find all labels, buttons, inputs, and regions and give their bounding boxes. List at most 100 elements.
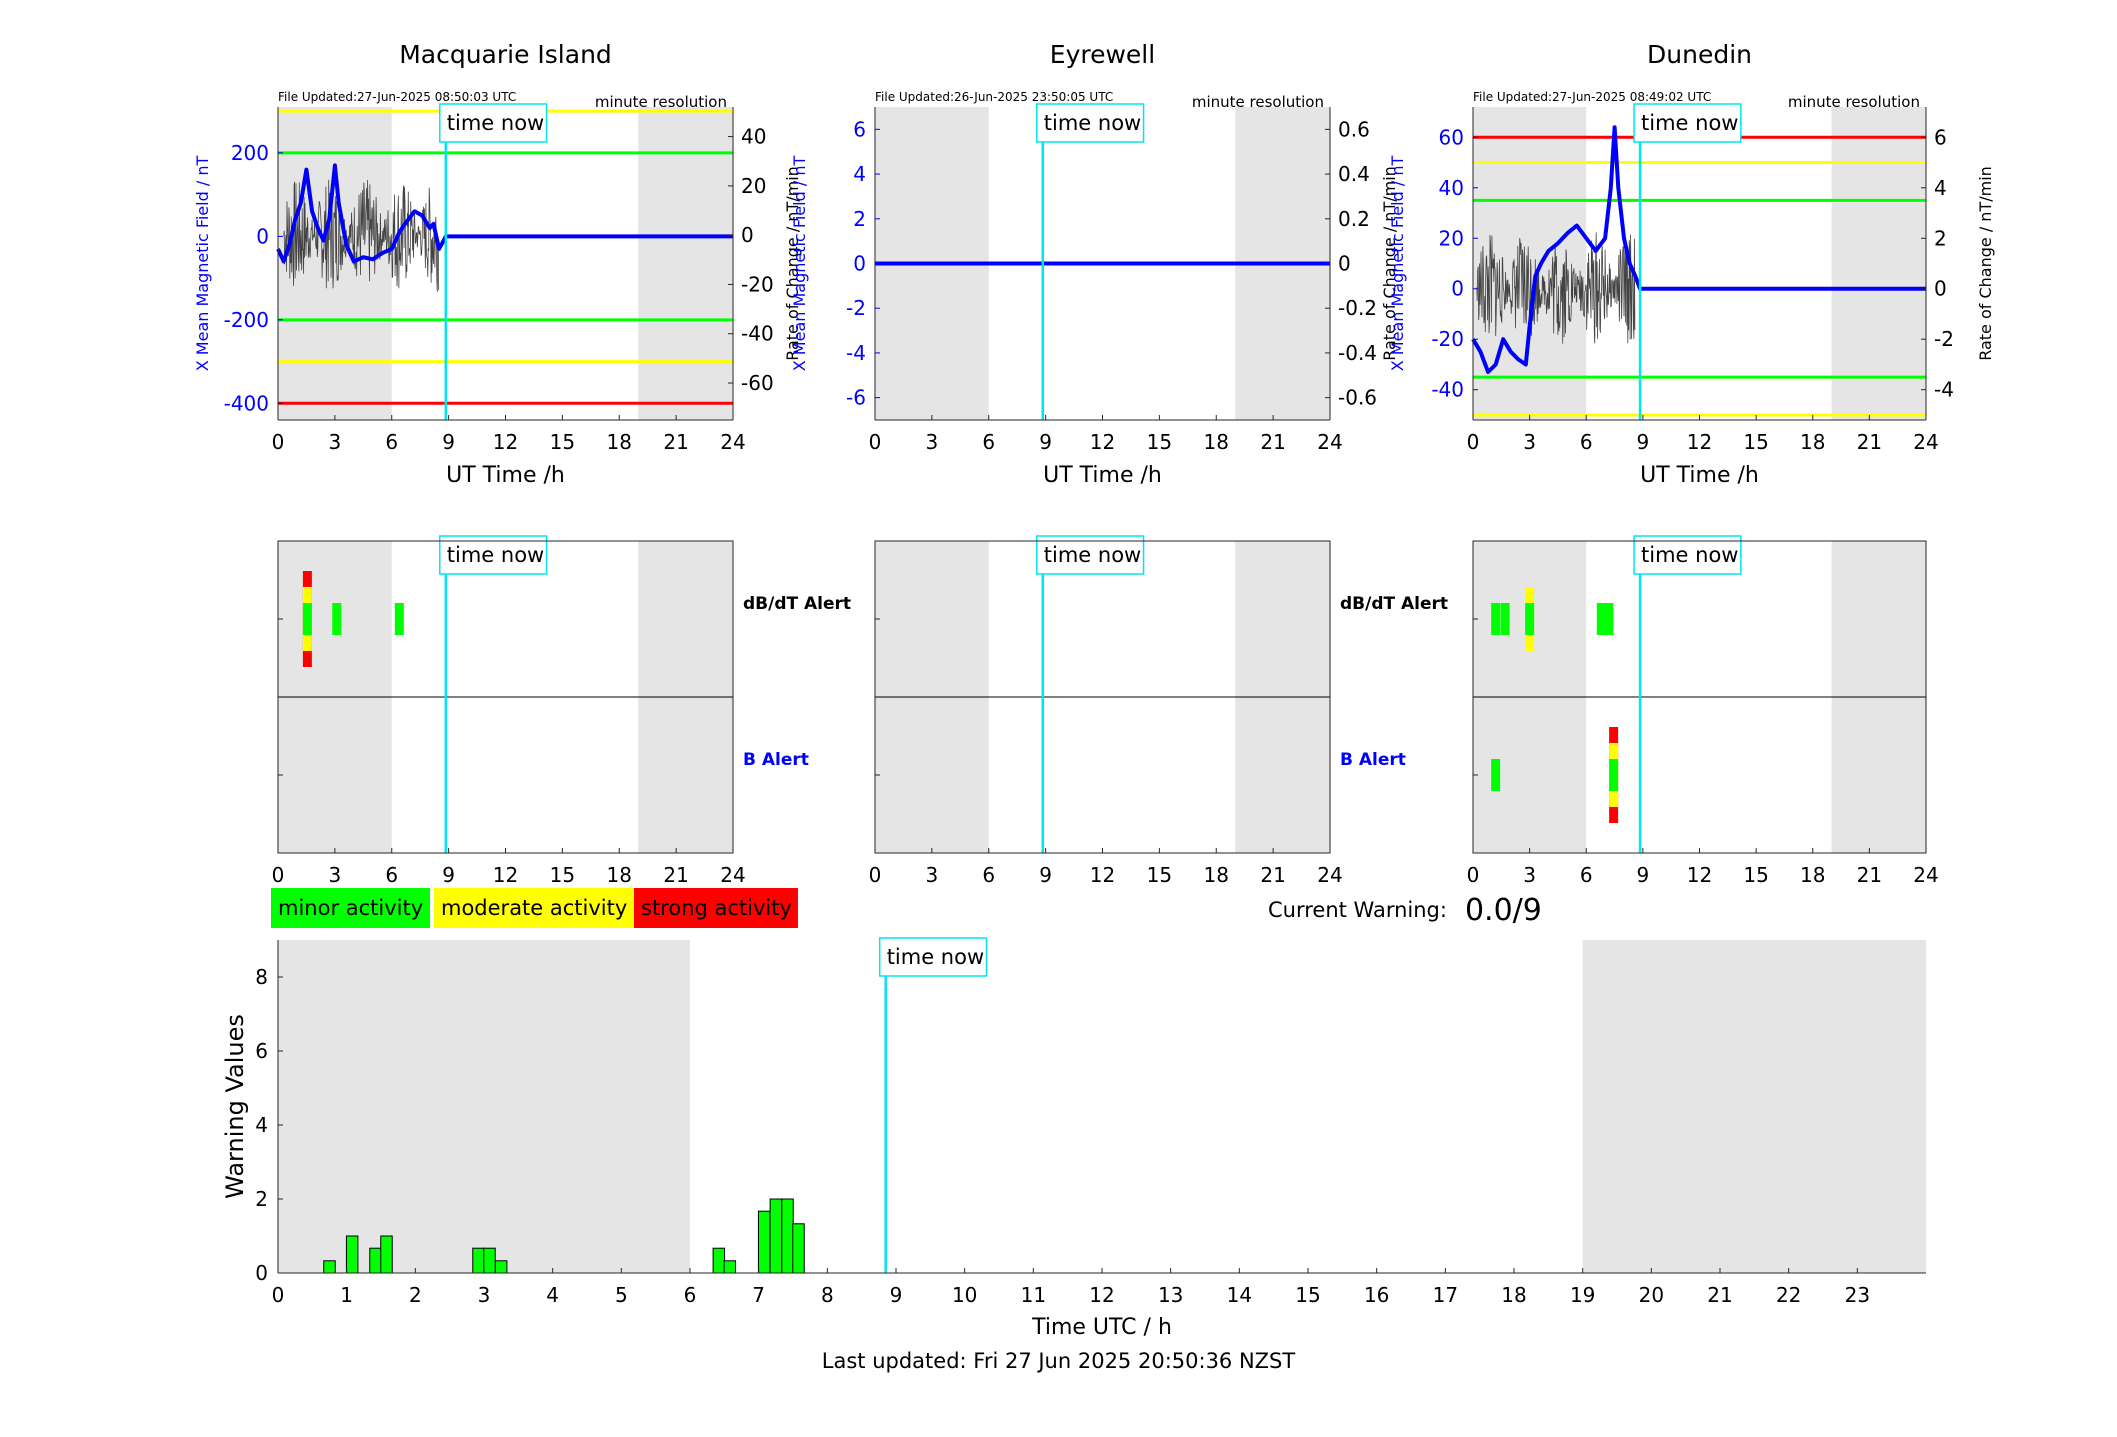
warning-xtick-label-12: 12 xyxy=(1089,1283,1114,1307)
st0-alert-xtick-label-5: 15 xyxy=(550,863,575,887)
st2-xtick-label-3: 9 xyxy=(1637,430,1650,454)
st2-dbdt-alert-4-minor xyxy=(1604,603,1614,635)
current-warning: Current Warning: 0.0/9 xyxy=(1268,890,1542,930)
st1-alert-time-now-box xyxy=(1036,535,1145,575)
st2-alert-xtick-label-5: 15 xyxy=(1743,863,1768,887)
st2-alert-time-now-label: time now xyxy=(1641,543,1738,567)
st1-ltick-label-2: 2 xyxy=(853,207,866,231)
st2-dbdt-alert-2-minor xyxy=(1525,603,1535,635)
st1-alert-xtick-label-0: 0 xyxy=(869,863,882,887)
st0-rtick-label-2: 0 xyxy=(741,223,754,247)
st2-alert-xtick-label-1: 3 xyxy=(1523,863,1536,887)
st1-rtick-label-4: -0.2 xyxy=(1338,296,1377,320)
st1-ltick-label-4: -2 xyxy=(846,296,866,320)
st0-title: Macquarie Island xyxy=(399,40,612,69)
warning-xtick-label-2: 2 xyxy=(409,1283,422,1307)
st0-xtick-label-6: 18 xyxy=(607,430,632,454)
warning-bar-6 xyxy=(494,1260,508,1274)
st2-night-1 xyxy=(1831,107,1926,420)
st2-dbdt-alert-0-minor xyxy=(1491,603,1501,635)
st1-rtick-label-1: 0.4 xyxy=(1338,162,1370,186)
st0-rtick-label-3: -20 xyxy=(741,272,774,296)
st1-xtick-label-1: 3 xyxy=(926,430,939,454)
st2-ltick-label-3: 0 xyxy=(1451,277,1464,301)
st1-right-ylabel: Rate of Change / nT/min xyxy=(1380,166,1399,361)
st0-rtick-label-0: 40 xyxy=(741,125,766,149)
st1-alert-xtick-label-4: 12 xyxy=(1090,863,1115,887)
warning-ytick-label-3: 6 xyxy=(255,1039,268,1063)
warning-ytick-label-2: 4 xyxy=(255,1113,268,1137)
st2-ltick-label-1: 40 xyxy=(1439,176,1464,200)
st0-dbdt-alert-2-minor xyxy=(394,603,404,635)
st2-rtick-label-4: -2 xyxy=(1934,327,1954,351)
warning-xtick-label-19: 19 xyxy=(1570,1283,1595,1307)
st1-xtick-label-5: 15 xyxy=(1147,430,1172,454)
st0-file-updated: File Updated:27-Jun-2025 08:50:03 UTC xyxy=(278,90,516,104)
st0-xtick-label-3: 9 xyxy=(442,430,455,454)
st2-alert-xtick-label-7: 21 xyxy=(1857,863,1882,887)
warning-xtick-label-18: 18 xyxy=(1501,1283,1526,1307)
st0-dbdt-alert-label: dB/dT Alert xyxy=(743,594,851,614)
current-warning-label: Current Warning: xyxy=(1268,898,1447,922)
st2-right-ylabel: Rate of Change / nT/min xyxy=(1976,166,1995,361)
st1-ltick-label-3: 0 xyxy=(853,252,866,276)
st1-xtick-label-0: 0 xyxy=(869,430,882,454)
warning-xtick-label-8: 8 xyxy=(821,1283,834,1307)
st2-rtick-label-3: 0 xyxy=(1934,277,1947,301)
st1-b-alert-label: B Alert xyxy=(1340,750,1406,770)
st1-xtick-label-4: 12 xyxy=(1090,430,1115,454)
st2-alert-xtick-label-2: 6 xyxy=(1580,863,1593,887)
st0-alert-time-now-label: time now xyxy=(447,543,544,567)
st0-ltick-label-2: -200 xyxy=(224,308,269,332)
st2-xtick-label-8: 24 xyxy=(1913,430,1938,454)
warning-xtick-label-15: 15 xyxy=(1295,1283,1320,1307)
st0-xtick-label-4: 12 xyxy=(493,430,518,454)
st2-ltick-label-5: -40 xyxy=(1431,378,1464,402)
st1-xtick-label-6: 18 xyxy=(1204,430,1229,454)
st2-rate-trace xyxy=(1476,232,1636,344)
st1-left-ylabel: X Mean Magnetic Field / nT xyxy=(790,156,809,372)
last-updated: Last updated: Fri 27 Jun 2025 20:50:36 N… xyxy=(821,1349,1296,1373)
warning-xtick-label-17: 17 xyxy=(1433,1283,1458,1307)
st2-xtick-label-1: 3 xyxy=(1523,430,1536,454)
st1-rtick-label-5: -0.4 xyxy=(1338,341,1377,365)
warning-xtick-label-6: 6 xyxy=(684,1283,697,1307)
st1-alert-xtick-label-7: 21 xyxy=(1260,863,1285,887)
st2-alert-xtick-label-0: 0 xyxy=(1467,863,1480,887)
warning-bar-8 xyxy=(723,1260,737,1274)
st0-dbdt-alert-1-minor xyxy=(332,603,342,635)
warning-time-now-box xyxy=(878,937,988,977)
st1-rtick-label-3: 0 xyxy=(1338,252,1351,276)
st0-rtick-label-5: -60 xyxy=(741,371,774,395)
st1-rtick-label-6: -0.6 xyxy=(1338,386,1377,410)
warning-xtick-label-23: 23 xyxy=(1845,1283,1870,1307)
warning-bar-10 xyxy=(769,1198,783,1274)
st2-time-now-label: time now xyxy=(1641,111,1738,135)
legend-minor: minor activity xyxy=(271,888,430,928)
st2-xtick-label-7: 21 xyxy=(1857,430,1882,454)
st0-xtick-label-5: 15 xyxy=(550,430,575,454)
warning-bar-1 xyxy=(345,1235,359,1274)
current-warning-value: 0.0/9 xyxy=(1464,892,1542,928)
st2-title: Dunedin xyxy=(1647,40,1752,69)
warning-xtick-label-11: 11 xyxy=(1021,1283,1046,1307)
st1-title: Eyrewell xyxy=(1050,40,1155,69)
activity-legend: minor activity moderate activity strong … xyxy=(271,888,798,928)
st1-ltick-label-0: 6 xyxy=(853,117,866,141)
st0-ltick-label-3: -400 xyxy=(224,391,269,415)
st1-xlabel: UT Time /h xyxy=(1043,463,1162,488)
st0-xtick-label-8: 24 xyxy=(720,430,745,454)
st0-night-1 xyxy=(638,107,733,420)
st0-alert-xtick-label-3: 9 xyxy=(442,863,455,887)
warning-bar-2 xyxy=(369,1247,382,1274)
warning-time-now-label: time now xyxy=(887,945,984,969)
st2-rtick-label-1: 4 xyxy=(1934,176,1947,200)
st0-alert-xtick-label-0: 0 xyxy=(272,863,285,887)
st2-xtick-label-2: 6 xyxy=(1580,430,1593,454)
st1-rtick-label-0: 0.6 xyxy=(1338,117,1370,141)
warning-xtick-label-7: 7 xyxy=(752,1283,765,1307)
warning-bar-0 xyxy=(323,1260,336,1274)
st1-alert-time-now-label: time now xyxy=(1044,543,1141,567)
